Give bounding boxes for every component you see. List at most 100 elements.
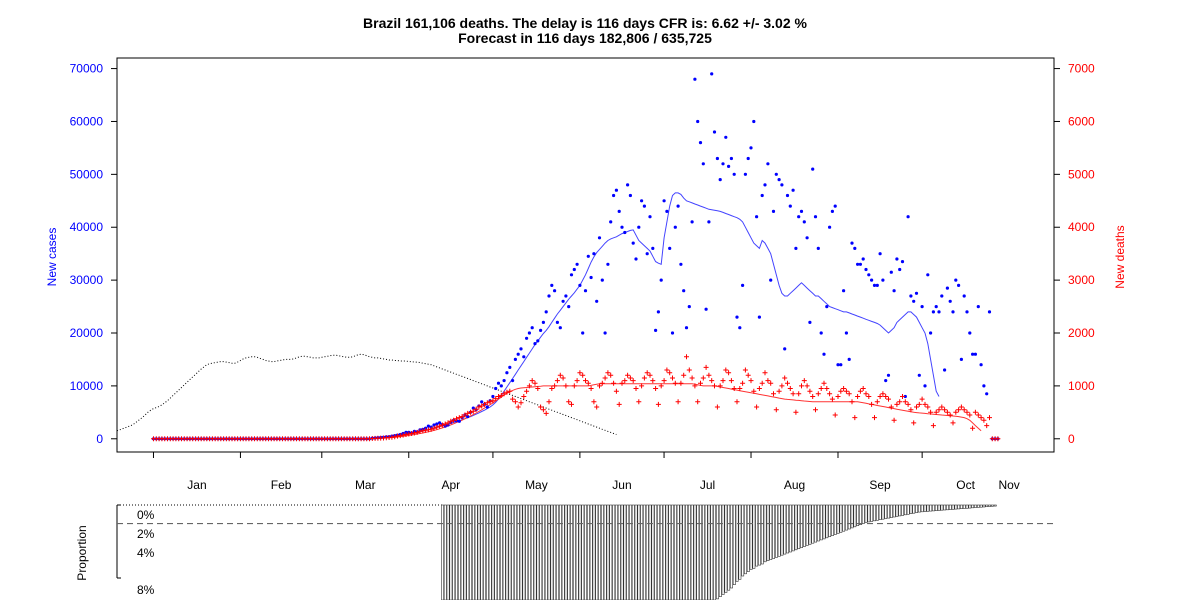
case-point [668,246,672,250]
case-point [572,267,576,272]
death-point [799,383,804,389]
left-tick-label: 10000 [70,379,104,393]
case-point [914,291,919,295]
case-point [670,331,675,335]
death-point [740,380,746,386]
death-point [619,380,625,386]
case-point [555,320,560,324]
proportion-bar [701,504,705,600]
death-point [714,404,720,410]
chart-title-line-2: Forecast in 116 days 182,806 / 635,725 [458,30,712,46]
death-point [515,404,521,410]
death-point [762,370,768,376]
death-point [563,383,569,389]
case-point [457,419,461,423]
proportion-bar [895,504,899,517]
proportion-bar [671,504,675,600]
x-axis: Jan Feb Mar Apr May Jun Jul Aug Sep Oct Nov [152,452,1020,492]
death-point [874,399,880,405]
proportion-bar [640,504,644,600]
death-point [599,380,605,386]
case-point [867,273,871,277]
proportion-bar [539,504,543,600]
proportion-bar [586,504,590,600]
case-point [592,252,596,256]
proportion-bar [957,504,961,510]
right-axis-title: New deaths [1113,225,1127,288]
death-point [392,434,398,440]
left-tick-label: 20000 [70,326,104,340]
death-point [686,367,692,373]
death-point [728,378,734,384]
death-point [717,383,723,389]
death-point [916,401,922,407]
case-point [741,283,745,287]
death-point [742,367,748,373]
death-point [501,391,507,397]
x-tick-label: Aug [784,478,805,492]
case-point [819,331,823,335]
case-point [727,164,731,168]
case-point [659,278,663,282]
proportion-bar [867,504,871,523]
case-point [485,405,489,409]
proportion-bar [805,504,809,546]
case-point [757,315,762,319]
proportion-bar [651,504,655,600]
death-point [939,404,945,410]
death-point [773,407,779,413]
death-point [700,375,706,381]
proportion-bar [707,504,711,600]
death-point [605,370,611,376]
case-point [898,267,902,272]
proportion-bar [606,504,610,600]
proportion-bar [735,504,739,582]
case-point [892,289,896,293]
death-point [588,386,594,391]
death-point [672,380,678,386]
proportion-bar [755,504,759,567]
case-point [839,363,843,367]
death-point [538,404,544,410]
case-point [541,320,546,324]
proportion-bar [685,504,689,600]
death-point [504,389,510,395]
death-point [801,378,807,384]
case-point [715,156,720,161]
case-point [614,188,619,192]
death-point [636,399,642,405]
proportion-bar [965,504,969,509]
case-point [828,225,832,229]
case-point [623,230,627,235]
death-point [790,391,796,397]
death-point [776,388,782,394]
death-point [569,401,574,407]
case-point [825,305,829,309]
proportion-bar [550,504,554,600]
case-point [710,72,714,76]
case-point [954,278,958,282]
proportion-bar [909,504,913,514]
proportion-bar [645,504,649,600]
case-point [732,172,736,176]
death-point [459,414,465,420]
death-point [484,400,490,406]
case-point [606,262,610,266]
death-point [930,423,936,429]
death-point [894,401,900,407]
proportion-bar [699,504,703,600]
proportion-bar [623,504,627,600]
deaths-moving-average [153,383,982,440]
case-point [502,379,506,383]
death-point [975,412,981,418]
death-point [493,396,499,402]
proportion-bar [676,504,680,600]
proportion-bar [595,504,599,600]
death-point [650,378,656,384]
death-point [956,407,962,413]
case-point [491,394,495,399]
proportion-bar [892,504,896,518]
proportion-bar [561,504,565,600]
death-point [947,412,953,418]
proportion-bar [758,504,761,566]
